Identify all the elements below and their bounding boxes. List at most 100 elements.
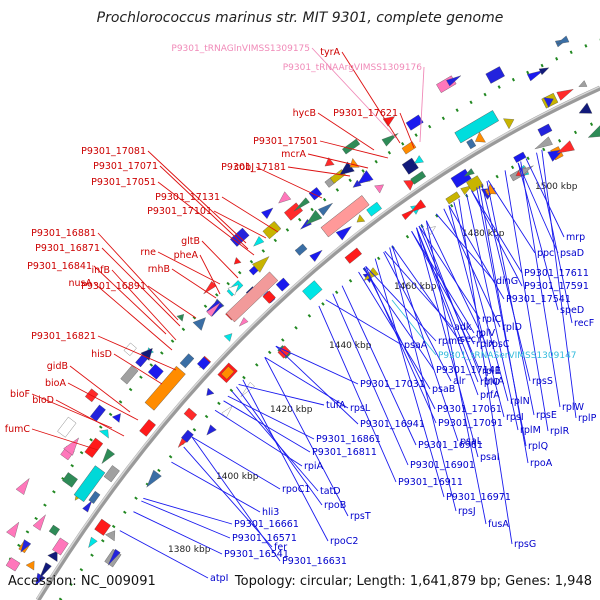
gene-feature-31 xyxy=(89,404,106,422)
label-leader xyxy=(213,210,267,239)
label-leader xyxy=(223,400,311,453)
label-leader xyxy=(416,227,479,396)
kbp-label-1380: 1380 kbp xyxy=(168,545,211,555)
gene-label: fer xyxy=(274,542,287,553)
gene-label: P9301_16631 xyxy=(282,556,347,567)
gene-block-4 xyxy=(454,110,499,144)
gene-label: psaB xyxy=(432,384,455,395)
label-leader xyxy=(264,357,349,517)
gene-feature-60 xyxy=(238,317,249,327)
gene-feature-76 xyxy=(302,280,323,301)
gene-feature-24 xyxy=(103,465,120,483)
label-leader xyxy=(425,220,487,525)
gene-feature-135 xyxy=(513,151,527,163)
label-leader xyxy=(332,293,409,466)
gene-feature-36 xyxy=(181,429,194,443)
gene-label: P9301_17061 xyxy=(437,404,502,415)
label-leader xyxy=(287,166,351,177)
label-leader xyxy=(420,224,483,382)
gene-label: rplW xyxy=(562,402,585,413)
label-leader xyxy=(199,254,221,295)
gene-label: rpsJ xyxy=(458,506,476,517)
gene-label: truA xyxy=(484,376,505,387)
label-leader xyxy=(275,345,359,425)
gene-feature-53 xyxy=(176,314,185,322)
label-leader xyxy=(418,225,481,372)
gene-feature-96 xyxy=(356,214,366,223)
label-leader xyxy=(311,47,397,139)
gene-feature-139 xyxy=(534,136,553,150)
gene-feature-121 xyxy=(460,185,473,195)
gene-feature-87 xyxy=(293,197,310,212)
gene-label: rpsI xyxy=(506,412,524,423)
gene-feature-10 xyxy=(48,524,60,536)
gene-label: rplE xyxy=(482,366,501,377)
label-leader xyxy=(525,158,565,238)
gene-feature-16 xyxy=(105,530,116,542)
gene-feature-13 xyxy=(107,548,121,566)
gene-feature-73 xyxy=(275,277,290,292)
gene-label: P9301_16961 xyxy=(418,440,483,451)
gene-feature-55 xyxy=(223,333,233,342)
gene-label: infB xyxy=(91,265,110,276)
label-leader xyxy=(416,227,479,383)
label-leader xyxy=(147,285,197,319)
gene-label: rplC xyxy=(482,314,502,325)
gene-feature-104 xyxy=(357,170,374,185)
label-leader xyxy=(242,379,329,542)
label-leader xyxy=(341,51,401,144)
gene-feature-82 xyxy=(309,249,323,262)
accession-text: Accession: NC_009091 xyxy=(8,574,156,589)
gene-label: dinG xyxy=(496,276,518,287)
gene-block-1 xyxy=(144,365,186,411)
gene-label: P9301_16571 xyxy=(232,533,297,544)
inner-tick-track xyxy=(58,118,600,600)
gene-label: rplR xyxy=(550,426,570,437)
gene-label: P9301_16661 xyxy=(234,519,299,530)
gene-feature-29 xyxy=(146,469,162,488)
gene-feature-147 xyxy=(538,67,550,76)
gene-label: P9301_17091 xyxy=(438,418,503,429)
gene-feature-122 xyxy=(463,168,475,177)
gene-label: fusA xyxy=(488,519,509,530)
gene-label: rpsS xyxy=(532,376,553,387)
gene-feature-18 xyxy=(82,500,93,513)
gene-feature-12 xyxy=(88,536,98,549)
label-leader xyxy=(391,299,437,356)
gene-label: rplD xyxy=(502,322,522,333)
genome-backbone-highlight xyxy=(36,86,600,600)
gene-feature-75 xyxy=(253,236,265,247)
label-leader xyxy=(201,240,239,279)
topology-text: Topology: circular; Length: 1,641,879 bp… xyxy=(234,574,592,589)
gene-feature-92 xyxy=(308,187,323,201)
label-leader xyxy=(147,150,247,244)
label-leader xyxy=(399,112,415,149)
gene-label: P9301_tRNAGlnVIMSS1309175 xyxy=(171,44,310,54)
gene-feature-2 xyxy=(25,560,35,571)
gene-feature-58 xyxy=(206,302,221,317)
label-leader xyxy=(159,165,249,250)
label-leader xyxy=(416,227,479,458)
gene-feature-6 xyxy=(47,550,58,562)
gene-feature-27 xyxy=(84,437,104,458)
gene-label: recF xyxy=(574,318,594,329)
label-leader xyxy=(319,140,389,159)
label-leader xyxy=(425,220,487,345)
gene-feature-30 xyxy=(98,429,109,439)
gene-feature-83 xyxy=(278,191,292,204)
gene-feature-45 xyxy=(206,387,215,396)
gene-label: psaD xyxy=(560,248,584,259)
label-leader xyxy=(264,356,349,409)
label-leader xyxy=(55,399,125,437)
gene-feature-100 xyxy=(366,201,382,217)
label-leader-lines xyxy=(31,47,577,579)
gene-feature-21 xyxy=(62,472,78,488)
label-leader xyxy=(97,335,177,371)
gene-label: P9301_16541 xyxy=(224,549,289,560)
label-leader xyxy=(221,196,279,233)
label-leader xyxy=(374,258,445,498)
gene-feature-7 xyxy=(6,521,20,538)
gene-feature-46 xyxy=(221,405,233,418)
gene-block-0 xyxy=(73,465,106,503)
